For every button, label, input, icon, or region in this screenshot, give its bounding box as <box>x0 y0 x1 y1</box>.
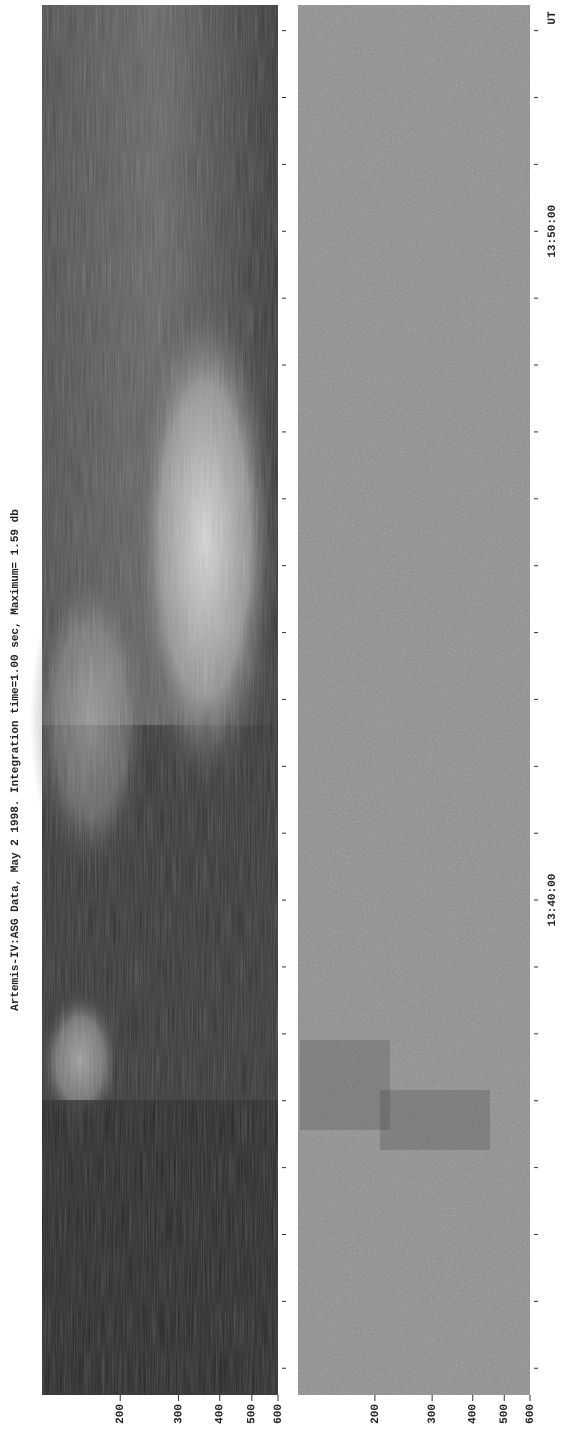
x-tick-label: 200 <box>370 1404 382 1424</box>
x-tick-label: 300 <box>427 1404 439 1424</box>
difference-spectrum-panel <box>298 5 530 1395</box>
y-tick-label: 13:40:00 <box>547 874 559 927</box>
x-tick-label: 400 <box>468 1404 480 1424</box>
x-tick-label: 600 <box>525 1404 537 1424</box>
y-tick-label: 13:50:00 <box>547 205 559 258</box>
x-tick-label: 500 <box>247 1404 259 1424</box>
raw-spectrum-panel <box>30 5 280 1395</box>
x-tick-label: 200 <box>115 1404 127 1424</box>
y-axis-label: UT <box>547 11 559 25</box>
x-tick-label: 400 <box>215 1404 227 1424</box>
chart-title: Artemis-IV:ASG Data, May 2 1998. Integra… <box>10 509 22 1011</box>
x-tick-label: 300 <box>173 1404 185 1424</box>
x-tick-label: 600 <box>273 1404 285 1424</box>
x-tick-label: 500 <box>499 1404 511 1424</box>
